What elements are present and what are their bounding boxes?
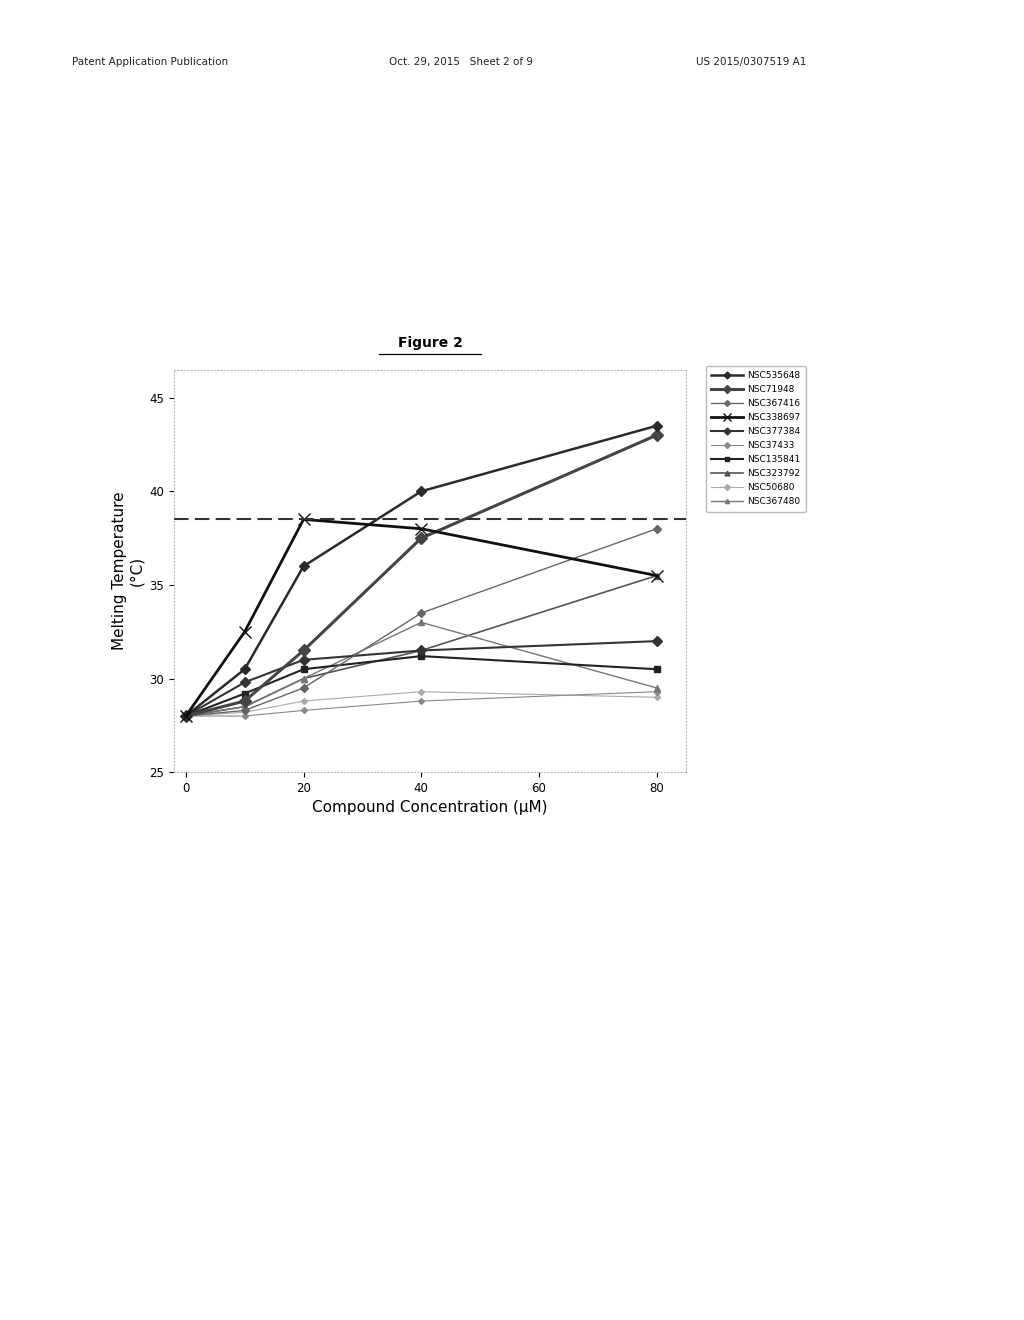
Legend: NSC535648, NSC71948, NSC367416, NSC338697, NSC377384, NSC37433, NSC135841, NSC32: NSC535648, NSC71948, NSC367416, NSC33869… bbox=[706, 366, 806, 512]
X-axis label: Compound Concentration (μM): Compound Concentration (μM) bbox=[312, 800, 548, 816]
Text: US 2015/0307519 A1: US 2015/0307519 A1 bbox=[696, 57, 807, 67]
Text: Figure 2: Figure 2 bbox=[397, 335, 463, 350]
Text: Patent Application Publication: Patent Application Publication bbox=[72, 57, 227, 67]
Text: Oct. 29, 2015   Sheet 2 of 9: Oct. 29, 2015 Sheet 2 of 9 bbox=[389, 57, 534, 67]
Y-axis label: Melting Temperature
(°C): Melting Temperature (°C) bbox=[112, 491, 144, 651]
